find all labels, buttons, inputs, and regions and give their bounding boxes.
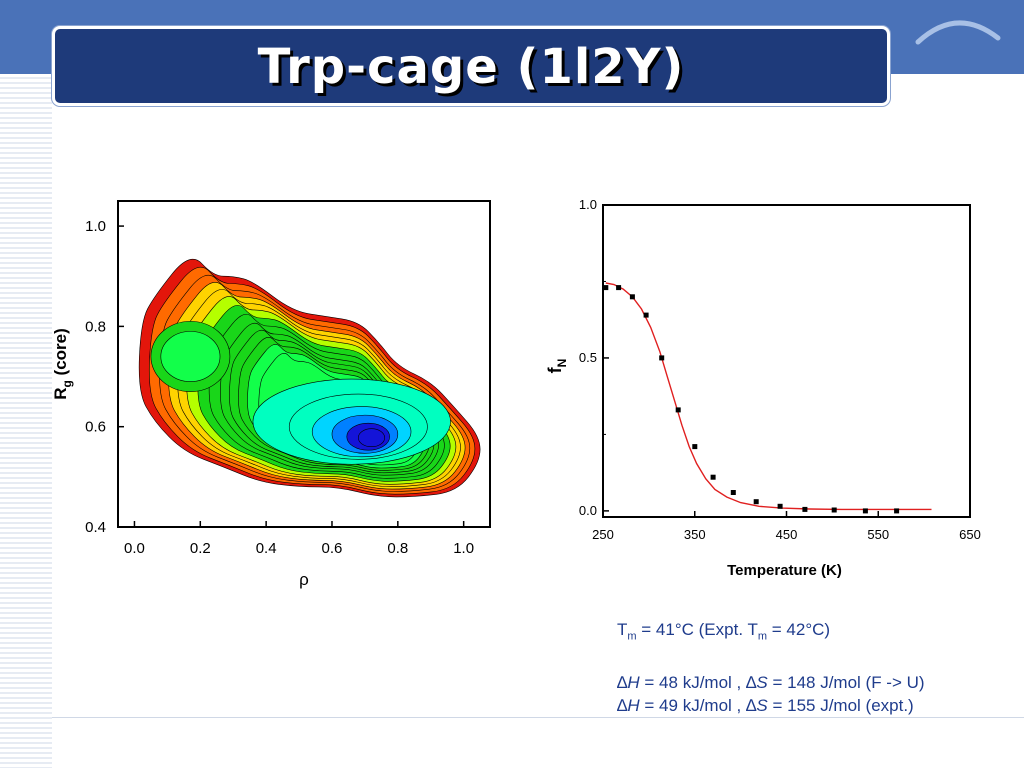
melt-x-axis-label: Temperature (K): [727, 562, 842, 579]
contour-x-axis-label: ρ: [299, 570, 309, 589]
contour-plot-frame: [117, 200, 491, 528]
melt-x-tick-label: 650: [959, 527, 981, 542]
data-point: [603, 285, 609, 291]
slide-title: Trp-cage (1l2Y): [257, 39, 685, 95]
contour-x-tick-label: 0.8: [387, 540, 408, 557]
data-point: [862, 508, 868, 514]
melting-curve-chart-svg: 250 350 450 550 650 0.0 0.5 1.0 Temperature (K)…: [545, 197, 981, 579]
data-point: [831, 507, 837, 513]
melt-x-tick-label: 250: [592, 527, 614, 542]
data-point: [894, 508, 900, 514]
data-point: [629, 294, 635, 300]
title-box: Trp-cage (1l2Y): [52, 26, 890, 106]
thermo-notes: Tm = 41°C (Expt. Tm = 42°C) ∆H = 48 kJ/m…: [617, 618, 1017, 717]
melt-y-tick-label: 0.0: [579, 503, 597, 518]
melt-plot-frame: [602, 204, 971, 518]
dh-ds-sim-line: ∆H = 48 kJ/mol , ∆S = 148 J/mol (F -> U): [617, 673, 925, 693]
tm-line: Tm = 41°C (Expt. Tm = 42°C): [617, 620, 831, 643]
data-point: [675, 407, 681, 413]
contour-y-tick-label: 0.8: [85, 318, 106, 335]
contour-x-tick-label: 1.0: [453, 540, 474, 557]
contour-x-tick-label: 0.2: [190, 540, 211, 557]
melting-curve-chart: 250 350 450 550 650 0.0 0.5 1.0 Temperature (K)…: [535, 185, 1005, 600]
data-point: [616, 285, 622, 291]
melt-x-tick-label: 550: [867, 527, 889, 542]
melt-y-axis-label: fN: [545, 359, 569, 374]
melt-y-tick-label: 0.5: [579, 350, 597, 365]
contour-level: [160, 331, 221, 382]
melt-x-tick-label: 350: [684, 527, 706, 542]
contour-y-tick-label: 1.0: [85, 218, 106, 235]
data-point: [802, 506, 808, 512]
footer-divider: [52, 717, 1024, 718]
contour-y-tick-label: 0.4: [85, 519, 106, 536]
contour-y-axis-label: Rg (core): [51, 328, 74, 400]
data-point: [753, 499, 759, 505]
contour-x-tick-label: 0.6: [322, 540, 343, 557]
data-point: [659, 355, 665, 361]
melt-x-tick-label: 450: [776, 527, 798, 542]
contour-chart: 0.0 0.2 0.4 0.6 0.8 1.0 0.4 0.6 0.8 1.0 ρ Rg (cor…: [45, 190, 515, 605]
fit-curve: [605, 282, 932, 511]
side-stripes: [0, 74, 52, 768]
contour-x-tick-label: 0.4: [256, 540, 277, 557]
data-point: [777, 503, 783, 509]
data-point: [643, 312, 649, 318]
dh-ds-expt-line: ∆H = 49 kJ/mol , ∆S = 155 J/mol (expt.): [617, 696, 914, 716]
data-point: [692, 444, 698, 450]
contour-x-tick-label: 0.0: [124, 540, 145, 557]
melt-y-tick-label: 1.0: [579, 197, 597, 212]
data-point: [730, 490, 736, 495]
data-point: [710, 474, 716, 480]
contour-chart-svg: 0.0 0.2 0.4 0.6 0.8 1.0 0.4 0.6 0.8 1.0 ρ Rg (cor…: [51, 200, 491, 589]
contour-y-tick-label: 0.6: [85, 419, 106, 436]
arc-logo-icon: [915, 20, 1001, 45]
contour-level: [357, 428, 385, 448]
